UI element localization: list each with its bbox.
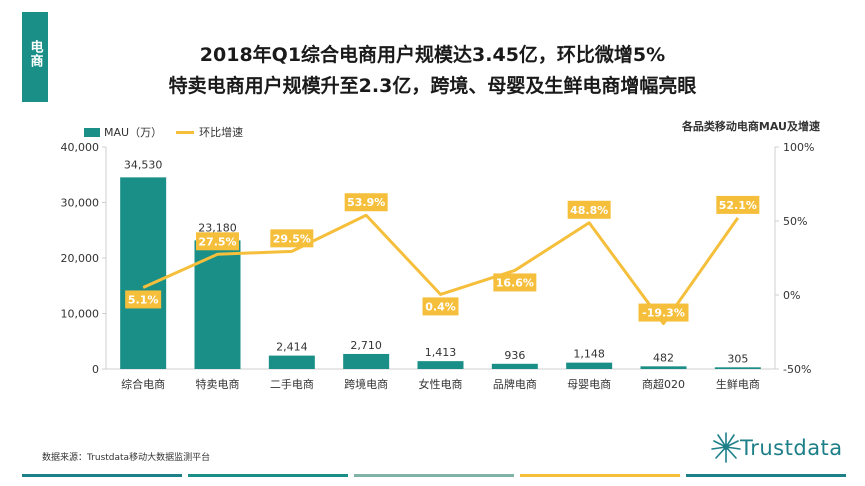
section-tab-label: 电商: [27, 40, 43, 68]
logo-text: Trustdata: [740, 436, 843, 460]
y-right-tick-label: 0%: [783, 289, 800, 302]
line-label-box: [125, 290, 162, 309]
y-left-tick-label: 30,000: [61, 197, 100, 210]
bar-value-label: 305: [727, 352, 748, 365]
bar-value-label: 1,413: [425, 346, 457, 359]
footer-stripe-4: [520, 474, 680, 477]
line-label-box: [716, 195, 760, 214]
x-tick-label: 跨境电商: [344, 377, 388, 391]
y-left-tick-label: 40,000: [61, 141, 100, 154]
line-label-box: [638, 303, 689, 322]
bar-value-label: 1,148: [573, 348, 605, 361]
bar-value-label: 2,414: [276, 341, 308, 354]
line-value-label: 16.6%: [496, 276, 534, 289]
line-value-label: 52.1%: [719, 199, 757, 212]
bar-value-label: 34,530: [124, 158, 163, 171]
line-label-box: [196, 232, 239, 251]
bar-value-label: 482: [653, 351, 674, 364]
x-tick-label: 母婴电商: [567, 377, 611, 391]
line-value-label: 0.4%: [425, 300, 456, 313]
x-tick-label: 特卖电商: [196, 377, 240, 391]
y-left-tick-label: 0: [92, 363, 99, 376]
data-source: 数据来源：Trustdata移动大数据监测平台: [42, 453, 211, 463]
line-value-label: 48.8%: [570, 204, 608, 217]
bar-综合电商: [120, 177, 167, 369]
y-right-tick-label: -50%: [783, 363, 811, 376]
x-tick-label: 综合电商: [121, 377, 165, 391]
line-value-label: 29.5%: [273, 232, 311, 245]
title-line-2: 特卖电商用户规模升至2.3亿，跨境、母婴及生鲜电商增幅亮眼: [168, 75, 697, 97]
section-tab: 电商: [22, 12, 48, 102]
x-tick-label: 生鲜电商: [716, 377, 760, 391]
bar-品牌电商: [491, 363, 538, 369]
bar-女性电商: [417, 361, 464, 369]
line-label-box: [493, 273, 537, 292]
bar-value-label: 2,710: [350, 339, 382, 352]
line-value-label: 53.9%: [347, 196, 385, 209]
footer-stripe-1: [22, 474, 182, 477]
bar-value-label: 23,180: [198, 221, 237, 234]
bar-商超020: [640, 366, 687, 369]
x-tick-label: 商超020: [642, 377, 685, 391]
bar-生鲜电商: [714, 367, 761, 369]
line-value-label: 5.1%: [128, 293, 159, 306]
legend-bar-label: MAU（万）: [104, 126, 163, 139]
chart-legend: MAU（万） 环比增速: [84, 124, 243, 140]
line-label-box: [567, 200, 611, 219]
footer-stripe-3: [354, 474, 514, 477]
footer-stripe-5: [686, 474, 846, 477]
line-label-box: [270, 229, 314, 248]
y-left-tick-label: 10,000: [61, 308, 100, 321]
line-label-box: [422, 297, 459, 316]
bar-跨境电商: [343, 353, 390, 369]
y-right-tick-label: 100%: [783, 141, 814, 154]
legend-line-swatch: [176, 130, 195, 134]
bar-value-label: 936: [504, 349, 525, 362]
bar-母婴电商: [566, 362, 613, 369]
growth-line: [142, 213, 740, 326]
footer-stripe-2: [188, 474, 348, 477]
y-right-tick-label: 50%: [783, 215, 807, 228]
bar-特卖电商: [194, 240, 241, 369]
line-label-box: [344, 193, 388, 212]
x-tick-label: 女性电商: [419, 377, 463, 391]
x-tick-label: 品牌电商: [493, 377, 537, 391]
bar-二手电商: [268, 355, 315, 369]
trustdata-logo-icon: [711, 432, 741, 463]
line-value-label: 27.5%: [198, 235, 236, 248]
legend-line-label: 环比增速: [199, 126, 244, 139]
legend-bar-swatch: [84, 127, 100, 137]
chart-subtitle: 各品类移动电商MAU及增速: [681, 120, 820, 133]
x-tick-label: 二手电商: [270, 377, 314, 391]
y-left-tick-label: 20,000: [61, 252, 100, 265]
title-line-1: 2018年Q1综合电商用户规模达3.45亿，环比微增5%: [199, 44, 666, 66]
line-value-label: -19.3%: [642, 307, 685, 320]
